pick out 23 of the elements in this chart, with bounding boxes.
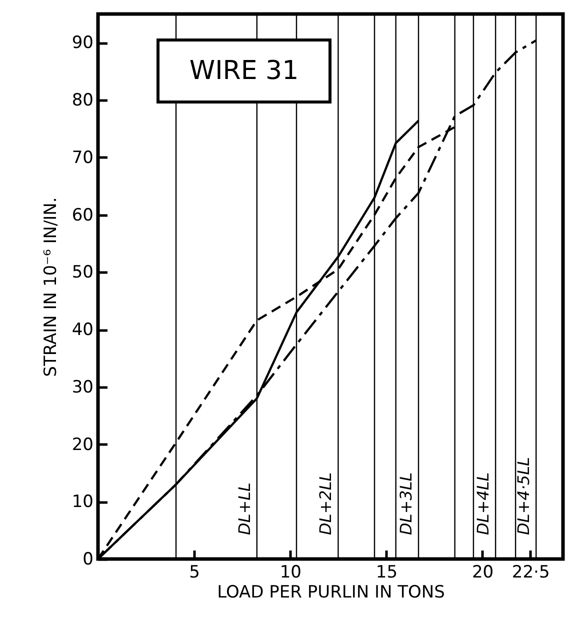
x-tick-label: 10 (280, 562, 302, 582)
x-tick-label: 15 (376, 562, 398, 582)
x-tick-label: 5 (189, 562, 200, 582)
y-axis-title: STRAIN IN 10⁻⁶ IN/IN. (40, 197, 61, 377)
y-tick-label: 20 (72, 434, 94, 455)
ref-line-label: DL+4·5LL (514, 457, 534, 535)
y-tick-label: 50 (72, 262, 94, 283)
x-tick-label: 22·5 (512, 562, 550, 582)
y-tick-label: 10 (72, 492, 94, 512)
y-tick-label: 60 (72, 205, 94, 226)
ref-line-label: DL+2LL (316, 472, 336, 535)
y-tick-label: 30 (72, 377, 94, 398)
ref-line-label: DL+3LL (396, 472, 416, 535)
y-tick-label: 70 (72, 148, 94, 168)
ref-line-label: DL+4LL (474, 472, 493, 535)
y-tick-label: 80 (72, 90, 94, 111)
y-tick-label: 40 (72, 320, 94, 340)
text: WIRE 31 (189, 56, 299, 86)
y-tick-label: 0 (82, 550, 94, 570)
x-tick-label: 20 (472, 562, 494, 582)
x-axis-title: LOAD PER PURLIN IN TONS (217, 582, 445, 602)
y-tick-label: 90 (72, 33, 94, 54)
ref-line-label: DL+LL (234, 482, 254, 535)
